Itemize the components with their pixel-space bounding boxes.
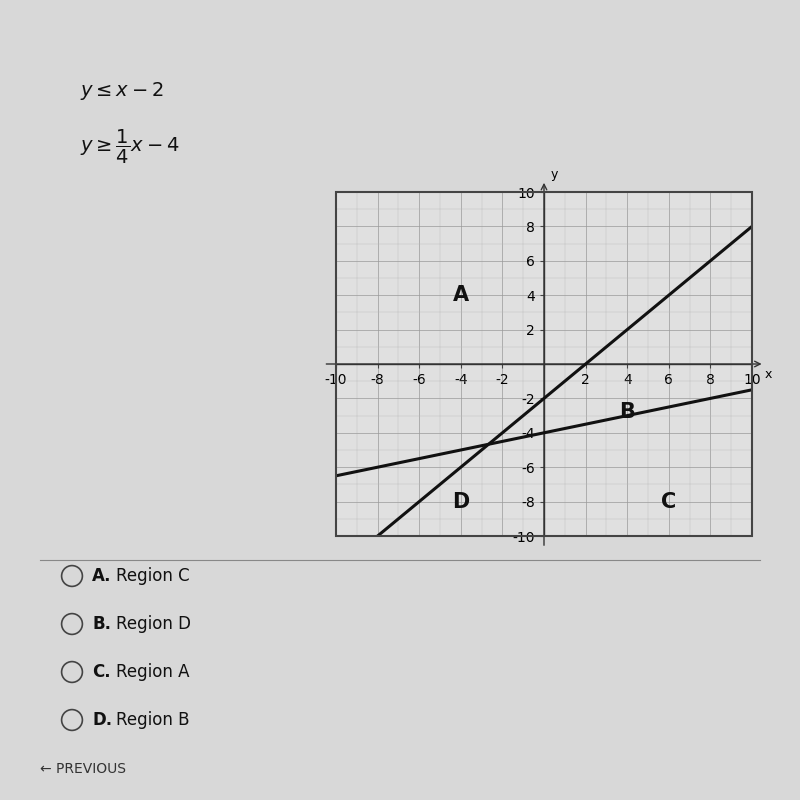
Text: D.: D.: [92, 711, 112, 729]
Text: Region B: Region B: [116, 711, 190, 729]
Text: Region C: Region C: [116, 567, 190, 585]
Text: B: B: [619, 402, 635, 422]
Text: y: y: [550, 168, 558, 182]
Text: D: D: [452, 491, 470, 512]
Text: Region A: Region A: [116, 663, 190, 681]
Text: B.: B.: [92, 615, 111, 633]
Text: A: A: [453, 286, 469, 305]
Text: Region D: Region D: [116, 615, 191, 633]
Text: C.: C.: [92, 663, 110, 681]
Text: C: C: [661, 491, 677, 512]
Text: x: x: [765, 368, 772, 381]
Text: $y \geq \dfrac{1}{4}x - 4$: $y \geq \dfrac{1}{4}x - 4$: [80, 128, 179, 166]
Text: A.: A.: [92, 567, 111, 585]
Text: $y \leq x - 2$: $y \leq x - 2$: [80, 80, 164, 102]
Text: ← PREVIOUS: ← PREVIOUS: [40, 762, 126, 776]
